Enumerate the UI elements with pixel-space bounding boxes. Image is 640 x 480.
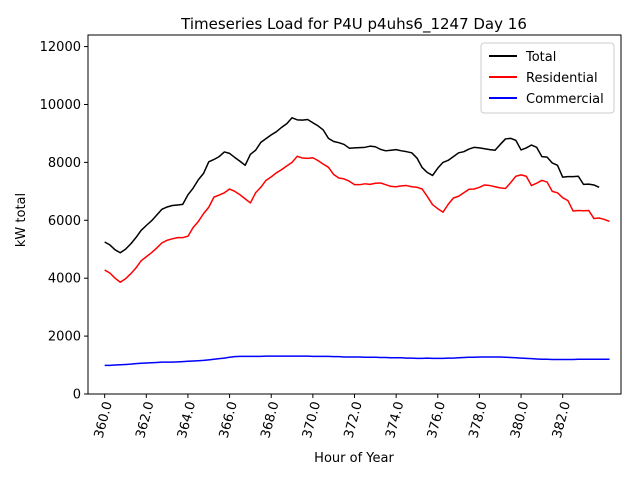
x-axis-label: Hour of Year [314, 451, 394, 466]
y-tick-label: 2000 [48, 330, 81, 345]
legend-box [480, 42, 615, 114]
legend-label-residential: Residential [526, 71, 598, 86]
y-tick-label: 6000 [48, 214, 81, 229]
y-tick-label: 10000 [40, 98, 81, 113]
y-tick-label: 8000 [48, 156, 81, 171]
chart-title: Timeseries Load for P4U p4uhs6_1247 Day … [180, 15, 527, 34]
legend-label-total: Total [525, 50, 556, 65]
y-tick-label: 4000 [48, 272, 81, 287]
legend-label-commercial: Commercial [526, 92, 604, 107]
series-line-residential [104, 155, 610, 283]
y-axis: 0 2000 4000 6000 8000 10000 12000 [40, 40, 88, 403]
y-tick-label: 0 [73, 388, 81, 403]
series-line-total [104, 117, 600, 254]
plot-area [87, 34, 622, 395]
y-tick-label: 12000 [40, 40, 81, 55]
series-line-commercial [104, 355, 610, 367]
y-axis-label: kW total [14, 193, 29, 247]
legend: Total Residential Commercial [480, 42, 615, 114]
